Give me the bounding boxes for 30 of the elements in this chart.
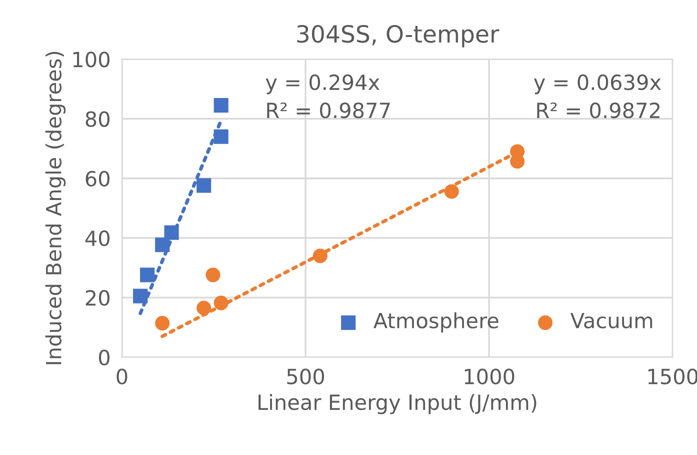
point bbox=[164, 225, 179, 240]
y-tick-label: 60 bbox=[86, 170, 110, 187]
point bbox=[214, 296, 228, 310]
point bbox=[155, 238, 170, 252]
annotation: y = 0.0639x R² = 0.9872 bbox=[534, 74, 661, 118]
point bbox=[155, 316, 170, 330]
point bbox=[214, 98, 228, 113]
x-tick-label: 1000 bbox=[464, 368, 514, 384]
y-tick-label: 80 bbox=[86, 111, 110, 127]
point bbox=[214, 129, 228, 144]
y-tick-label: 40 bbox=[85, 230, 110, 246]
point bbox=[510, 154, 525, 169]
point bbox=[444, 184, 459, 199]
y-tick-label: 20 bbox=[86, 290, 110, 306]
y-tick-label: 0 bbox=[98, 350, 110, 366]
point bbox=[312, 248, 328, 264]
x-axis-title: Linear Energy Input (J/mm) bbox=[258, 394, 536, 414]
legend-label: Vacuum bbox=[570, 312, 652, 328]
point bbox=[140, 268, 155, 282]
x-tick-label: 0 bbox=[116, 368, 128, 384]
point bbox=[196, 178, 212, 193]
annotation: y = 0.294x R² = 0.9877 bbox=[266, 74, 390, 118]
chart-title: 304SS, O-temper bbox=[297, 24, 500, 48]
y-axis-title: Induced Bend Angle (degrees) bbox=[45, 52, 66, 364]
x-tick-label: 500 bbox=[287, 368, 324, 384]
y-tick-label: 100 bbox=[73, 52, 110, 68]
point bbox=[206, 268, 220, 282]
legend-label: Atmosphere bbox=[374, 312, 498, 332]
point bbox=[196, 300, 212, 316]
point bbox=[133, 288, 148, 304]
